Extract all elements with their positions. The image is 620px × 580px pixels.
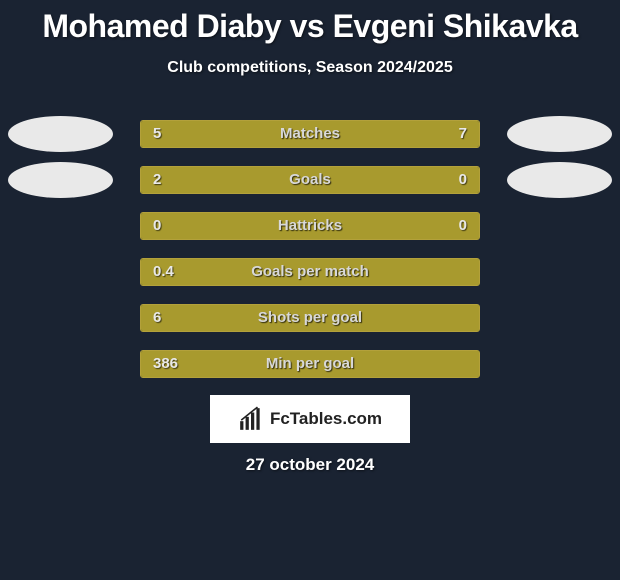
brand-badge: FcTables.com — [210, 395, 410, 443]
stat-bar: 6Shots per goal — [140, 304, 480, 332]
player1-bar — [141, 351, 479, 377]
brand-text: FcTables.com — [270, 409, 382, 429]
comparison-chart: 57Matches20Goals00Hattricks0.4Goals per … — [0, 120, 620, 396]
stat-bar: 0.4Goals per match — [140, 258, 480, 286]
player1-bar — [141, 259, 479, 285]
player1-bar — [141, 121, 283, 147]
stat-row: 386Min per goal — [0, 350, 620, 378]
player2-bar — [408, 167, 479, 193]
player1-avatar — [8, 162, 113, 198]
player1-value: 2 — [153, 171, 161, 188]
stat-row: 00Hattricks — [0, 212, 620, 240]
subtitle: Club competitions, Season 2024/2025 — [0, 59, 620, 77]
date-text: 27 october 2024 — [0, 455, 620, 475]
player1-value: 5 — [153, 125, 161, 142]
player1-bar — [141, 305, 479, 331]
player2-bar — [283, 121, 479, 147]
player1-value: 6 — [153, 309, 161, 326]
stat-row: 0.4Goals per match — [0, 258, 620, 286]
player2-value: 0 — [459, 217, 467, 234]
stat-bar: 20Goals — [140, 166, 480, 194]
chart-icon — [238, 406, 264, 432]
player1-bar — [141, 213, 479, 239]
stat-row: 20Goals — [0, 166, 620, 194]
page-title: Mohamed Diaby vs Evgeni Shikavka — [0, 0, 620, 45]
player1-bar — [141, 167, 408, 193]
player1-value: 0.4 — [153, 263, 174, 280]
stat-row: 57Matches — [0, 120, 620, 148]
stat-row: 6Shots per goal — [0, 304, 620, 332]
stat-bar: 57Matches — [140, 120, 480, 148]
player1-value: 0 — [153, 217, 161, 234]
player2-value: 0 — [459, 171, 467, 188]
player2-avatar — [507, 116, 612, 152]
player2-avatar — [507, 162, 612, 198]
player2-value: 7 — [459, 125, 467, 142]
player1-avatar — [8, 116, 113, 152]
stat-bar: 00Hattricks — [140, 212, 480, 240]
stat-bar: 386Min per goal — [140, 350, 480, 378]
player1-value: 386 — [153, 355, 178, 372]
